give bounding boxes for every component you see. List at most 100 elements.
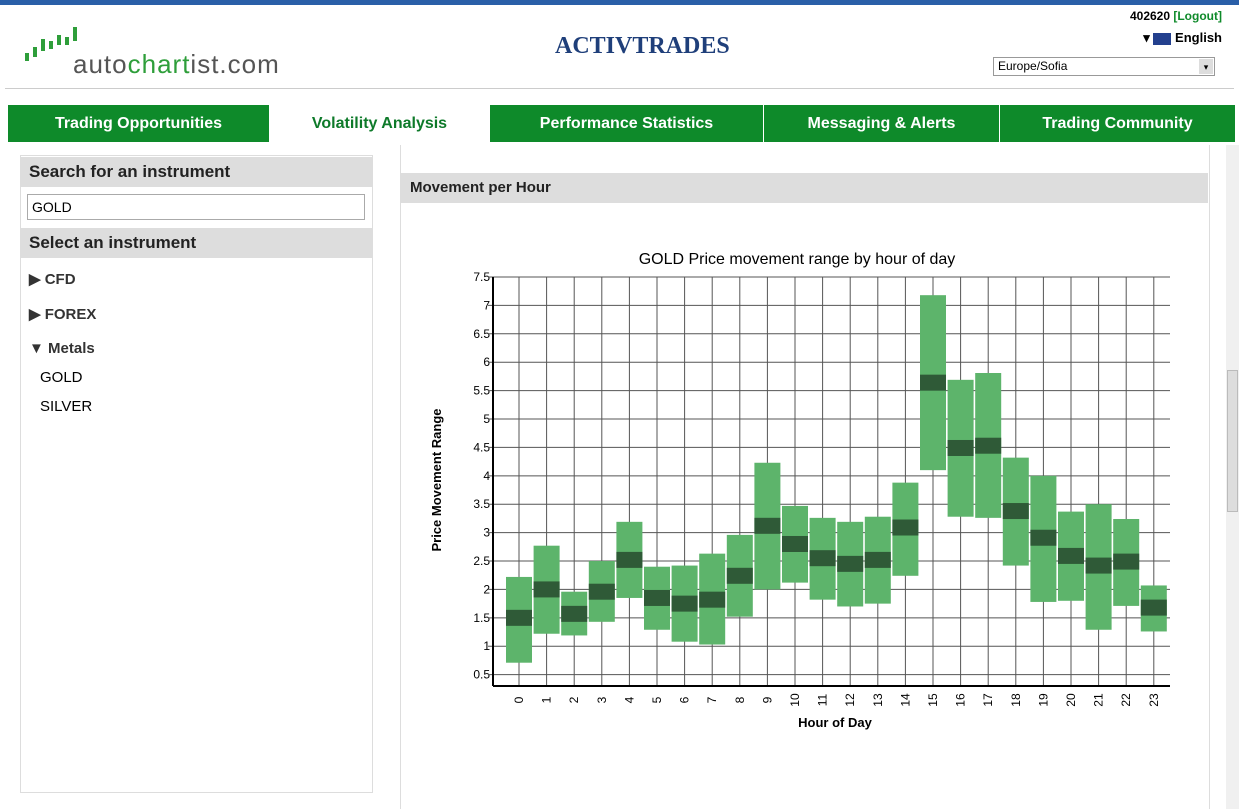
- logo-text: autochartist.com: [73, 49, 280, 80]
- median-band: [864, 551, 891, 568]
- x-tick-label: 15: [926, 693, 940, 707]
- x-tick-label: 12: [843, 693, 857, 707]
- x-tick-label: 5: [650, 696, 664, 703]
- account-id: 402620: [1129, 9, 1171, 23]
- x-tick-label: 16: [954, 693, 968, 707]
- median-band: [616, 551, 643, 568]
- y-tick-label: 0.5: [473, 668, 490, 682]
- median-band: [920, 374, 946, 391]
- logo-part: ist.com: [190, 49, 280, 79]
- search-title: Search for an instrument: [20, 157, 372, 187]
- median-band: [975, 437, 1002, 454]
- group-label: Metals: [48, 340, 95, 357]
- x-tick-label: 3: [595, 696, 609, 703]
- median-band: [892, 519, 919, 536]
- tree-group[interactable]: ▶ CFD: [29, 271, 76, 288]
- y-tick-label: 4.5: [473, 440, 490, 454]
- median-band: [1030, 529, 1057, 546]
- x-tick-label: 19: [1036, 693, 1050, 707]
- language[interactable]: ▾ English: [1143, 30, 1222, 45]
- brand: ACTIVTRADES: [555, 33, 730, 59]
- y-tick-label: 4: [483, 469, 490, 483]
- scrollbar[interactable]: [1226, 145, 1239, 809]
- y-tick-label: 1.5: [473, 611, 490, 625]
- tab[interactable]: Trading Opportunities: [8, 105, 270, 142]
- panel-title: Movement per Hour: [401, 173, 1208, 203]
- median-band: [588, 583, 615, 600]
- tree-item[interactable]: GOLD: [40, 369, 83, 386]
- median-band: [726, 567, 753, 584]
- sidebar: [20, 155, 373, 793]
- x-tick-label: 14: [898, 693, 912, 707]
- x-tick-label: 22: [1119, 693, 1133, 707]
- x-tick-label: 18: [1009, 693, 1023, 707]
- content: [400, 145, 1210, 809]
- x-tick-label: 11: [816, 693, 830, 706]
- y-tick-label: 7: [483, 298, 490, 312]
- top-stripe: [0, 0, 1239, 5]
- median-band: [1140, 599, 1167, 616]
- y-tick-label: 1: [483, 639, 490, 653]
- x-tick-label: 0: [512, 696, 526, 703]
- select-title: Select an instrument: [20, 228, 372, 258]
- median-band: [754, 517, 781, 534]
- median-band: [506, 609, 532, 626]
- chart-title: GOLD Price movement range by hour of day: [639, 251, 956, 268]
- x-tick-label: 21: [1092, 693, 1106, 707]
- account: 402620 [Logout]: [1130, 9, 1222, 23]
- x-tick-label: 1: [540, 696, 554, 703]
- median-band: [1002, 503, 1029, 520]
- median-band: [561, 605, 588, 622]
- y-tick-label: 2: [483, 582, 490, 596]
- median-band: [1085, 557, 1112, 574]
- group-label: FOREX: [44, 306, 97, 323]
- x-tick-label: 4: [622, 696, 636, 703]
- search-input[interactable]: GOLD: [27, 194, 365, 220]
- tree-group[interactable]: ▼ Metals: [29, 340, 95, 357]
- x-tick-label: 20: [1064, 693, 1078, 707]
- tree-item[interactable]: SILVER: [40, 398, 93, 415]
- x-tick-label: 8: [733, 696, 747, 703]
- x-tick-label: 13: [871, 693, 885, 707]
- x-tick-label: 23: [1147, 693, 1161, 707]
- y-tick-label: 6.5: [473, 327, 490, 341]
- tab[interactable]: Volatility Analysis: [270, 105, 490, 142]
- language-label: English: [1175, 30, 1222, 45]
- tab[interactable]: Trading Community: [1000, 105, 1236, 142]
- logo-icon: [25, 27, 77, 61]
- x-axis-label: Hour of Day: [798, 715, 872, 730]
- x-tick-label: 9: [760, 696, 774, 703]
- y-tick-label: 7.5: [473, 270, 490, 284]
- median-band: [782, 535, 808, 552]
- y-axis-label: Price Movement Range: [429, 408, 444, 551]
- median-band: [533, 581, 560, 598]
- x-tick-label: 10: [788, 693, 802, 707]
- y-tick-label: 3.5: [473, 497, 490, 511]
- median-band: [837, 555, 864, 572]
- y-tick-label: 2.5: [473, 554, 490, 568]
- median-band: [947, 439, 974, 456]
- y-tick-label: 6: [483, 355, 490, 369]
- y-tick-label: 3: [483, 526, 490, 540]
- median-band: [699, 591, 726, 608]
- tree-group[interactable]: ▶ FOREX: [29, 306, 97, 323]
- logout-link[interactable]: [Logout]: [1173, 9, 1222, 23]
- median-band: [644, 589, 670, 606]
- x-tick-label: 2: [567, 696, 581, 703]
- logo-part: auto: [73, 49, 128, 79]
- timezone-select[interactable]: Europe/Sofia ▾: [993, 57, 1215, 76]
- group-label: CFD: [44, 271, 76, 288]
- tab[interactable]: Performance Statistics: [490, 105, 764, 142]
- x-tick-label: 7: [705, 696, 719, 703]
- median-band: [809, 550, 836, 567]
- tab[interactable]: Messaging & Alerts: [764, 105, 1000, 142]
- x-tick-label: 6: [678, 696, 692, 703]
- logo-part: chart: [127, 49, 191, 79]
- median-band: [1058, 547, 1084, 564]
- median-band: [671, 595, 698, 612]
- y-tick-label: 5.5: [473, 384, 490, 398]
- median-band: [1113, 553, 1140, 570]
- x-tick-label: 17: [981, 693, 995, 707]
